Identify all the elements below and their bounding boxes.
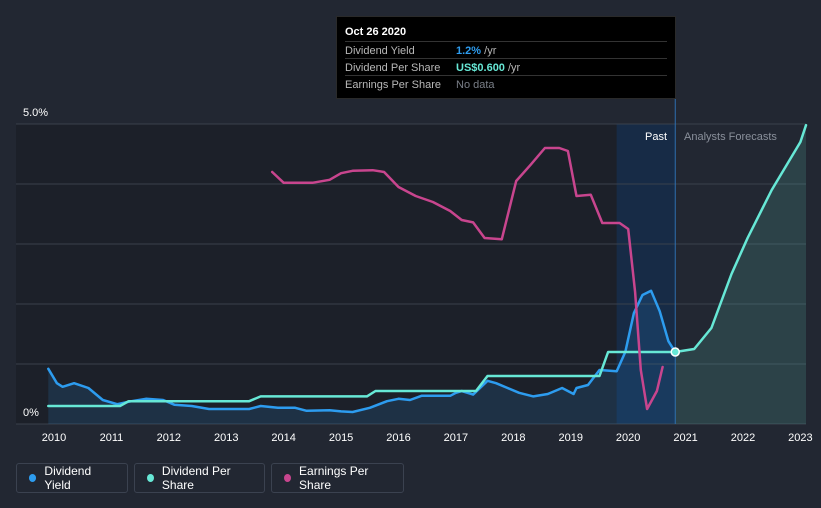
past-highlight bbox=[616, 124, 676, 424]
x-tick-label: 2018 bbox=[501, 432, 525, 444]
legend-label: Dividend Per Share bbox=[161, 464, 231, 492]
today-marker[interactable] bbox=[670, 347, 680, 357]
past-shade bbox=[16, 124, 617, 424]
gridlines bbox=[16, 123, 806, 425]
tooltip-row-earnings-per-share: Earnings Per Share No data bbox=[345, 75, 667, 93]
tooltip-value-unit: /yr bbox=[504, 62, 521, 74]
region-forecast-label: Analysts Forecasts bbox=[684, 131, 777, 143]
legend-label: Earnings Per Share bbox=[299, 464, 369, 492]
tooltip-value-number: 1.2% bbox=[456, 45, 482, 57]
x-tick-label: 2022 bbox=[731, 432, 755, 444]
series-line-3 bbox=[270, 146, 664, 411]
x-tick-label: 2019 bbox=[559, 432, 583, 444]
tooltip-label: Dividend Per Share bbox=[345, 62, 441, 74]
series-fill-2 bbox=[675, 125, 806, 424]
tooltip-row-dividend-per-share: Dividend Per Share US$0.600 /yr bbox=[345, 58, 667, 76]
legend-item-dividend-yield[interactable]: Dividend Yield bbox=[16, 463, 128, 493]
x-tick-label: 2013 bbox=[214, 432, 238, 444]
region-past-label: Past bbox=[645, 131, 667, 143]
tooltip-value-unit: /yr bbox=[481, 45, 497, 57]
legend-dot-icon bbox=[284, 474, 292, 482]
series-line-2 bbox=[673, 123, 808, 354]
x-tick-label: 2016 bbox=[386, 432, 410, 444]
series-fills bbox=[48, 125, 806, 424]
series-fill-0 bbox=[48, 290, 676, 424]
tooltip-value: 1.2% /yr bbox=[456, 45, 496, 57]
x-tick-label: 2010 bbox=[42, 432, 66, 444]
x-tick-label: 2020 bbox=[616, 432, 640, 444]
tooltip-date: Oct 26 2020 bbox=[345, 26, 407, 38]
x-tick-label: 2014 bbox=[271, 432, 295, 444]
y-label-bottom: 0% bbox=[23, 407, 39, 419]
tooltip-value: No data bbox=[456, 79, 495, 91]
tooltip-row-dividend-yield: Dividend Yield 1.2% /yr bbox=[345, 41, 667, 59]
series-lines bbox=[47, 123, 808, 414]
series-line-1 bbox=[47, 350, 677, 408]
x-axis-ticks: 2010 2011 2012 2013 2014 2015 2016 2017 2018 2019… bbox=[42, 432, 813, 444]
x-tick-label: 2017 bbox=[444, 432, 468, 444]
x-tick-label: 2021 bbox=[673, 432, 697, 444]
legend-item-earnings-per-share[interactable]: Earnings Per Share bbox=[271, 463, 404, 493]
tooltip-value: US$0.600 /yr bbox=[456, 62, 520, 74]
x-tick-label: 2011 bbox=[100, 432, 124, 444]
x-tick-label: 2023 bbox=[788, 432, 812, 444]
legend-label: Dividend Yield bbox=[44, 464, 92, 492]
y-label-top: 5.0% bbox=[23, 107, 48, 119]
tooltip: Oct 26 2020 Dividend Yield 1.2% /yr Divi… bbox=[336, 16, 676, 99]
legend-dot-icon bbox=[147, 474, 154, 482]
legend-item-dividend-per-share[interactable]: Dividend Per Share bbox=[134, 463, 265, 493]
tooltip-label: Dividend Yield bbox=[345, 45, 415, 57]
legend-dot-icon bbox=[29, 474, 37, 482]
tooltip-value-number: US$0.600 bbox=[456, 62, 505, 74]
tooltip-value-number: No data bbox=[456, 79, 495, 91]
x-tick-label: 2012 bbox=[157, 432, 181, 444]
x-tick-label: 2015 bbox=[329, 432, 353, 444]
tooltip-label: Earnings Per Share bbox=[345, 79, 441, 91]
